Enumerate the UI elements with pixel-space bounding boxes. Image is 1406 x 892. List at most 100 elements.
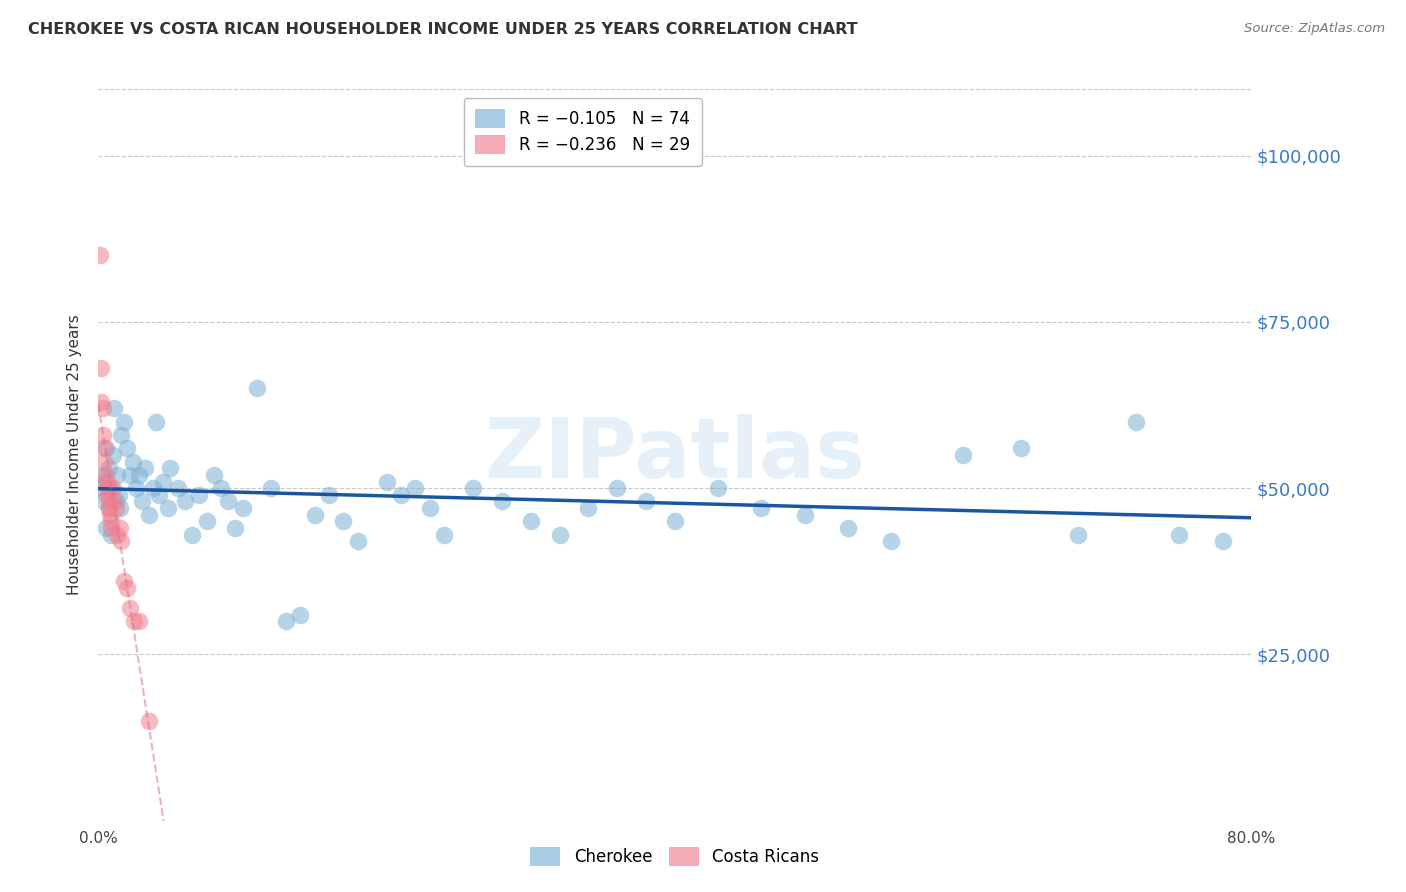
Point: [375, 475, 398, 489]
Text: ZIPatlas: ZIPatlas: [485, 415, 865, 495]
Point: [120, 467, 142, 482]
Point: [104, 501, 127, 516]
Point: [105, 467, 128, 482]
Point: [156, 501, 179, 516]
Point: [97, 501, 120, 516]
Point: [166, 481, 188, 495]
Point: [100, 515, 122, 529]
Point: [101, 481, 124, 495]
Point: [152, 475, 174, 489]
Point: [124, 614, 146, 628]
Point: [260, 481, 283, 495]
Point: [138, 508, 160, 522]
Point: [90, 361, 112, 376]
Point: [112, 415, 135, 429]
Point: [837, 521, 859, 535]
Point: [94, 442, 117, 456]
Point: [707, 481, 730, 495]
Point: [274, 614, 297, 628]
Point: [491, 494, 513, 508]
Point: [89, 248, 111, 262]
Point: [389, 488, 412, 502]
Point: [98, 481, 121, 495]
Point: [90, 481, 112, 495]
Point: [107, 488, 129, 502]
Point: [195, 515, 218, 529]
Point: [142, 481, 165, 495]
Point: [148, 488, 170, 502]
Point: [1168, 527, 1191, 541]
Point: [664, 515, 686, 529]
Point: [110, 428, 132, 442]
Point: [952, 448, 974, 462]
Point: [290, 607, 312, 622]
Point: [122, 454, 145, 468]
Point: [138, 714, 160, 728]
Point: [128, 614, 150, 628]
Point: [96, 475, 118, 489]
Point: [120, 600, 142, 615]
Point: [98, 508, 121, 522]
Point: [90, 394, 112, 409]
Point: [419, 501, 441, 516]
Point: [94, 467, 117, 482]
Point: [91, 467, 114, 482]
Point: [134, 461, 156, 475]
Point: [461, 481, 484, 495]
Point: [793, 508, 815, 522]
Point: [101, 448, 124, 462]
Point: [1067, 527, 1090, 541]
Point: [246, 381, 269, 395]
Point: [97, 461, 120, 475]
Point: [128, 467, 150, 482]
Point: [94, 475, 117, 489]
Point: [217, 494, 239, 508]
Point: [231, 501, 254, 516]
Point: [181, 527, 204, 541]
Point: [880, 534, 903, 549]
Point: [110, 534, 132, 549]
Point: [91, 428, 114, 442]
Point: [405, 481, 427, 495]
Point: [93, 494, 115, 508]
Legend: Cherokee, Costa Ricans: Cherokee, Costa Ricans: [519, 836, 831, 878]
Point: [93, 442, 115, 456]
Point: [94, 521, 117, 535]
Point: [188, 488, 211, 502]
Point: [117, 581, 139, 595]
Point: [112, 574, 135, 589]
Point: [97, 501, 120, 516]
Point: [332, 515, 354, 529]
Point: [433, 527, 456, 541]
Point: [125, 481, 148, 495]
Point: [1125, 415, 1147, 429]
Point: [108, 501, 131, 516]
Point: [1010, 442, 1032, 456]
Point: [174, 494, 197, 508]
Point: [304, 508, 326, 522]
Point: [202, 467, 225, 482]
Point: [100, 521, 122, 535]
Point: [578, 501, 600, 516]
Y-axis label: Householder Income Under 25 years: Householder Income Under 25 years: [67, 315, 83, 595]
Point: [103, 401, 125, 416]
Text: Source: ZipAtlas.com: Source: ZipAtlas.com: [1244, 22, 1385, 36]
Point: [117, 442, 139, 456]
Point: [100, 527, 122, 541]
Point: [96, 488, 118, 502]
Point: [105, 527, 128, 541]
Point: [209, 481, 232, 495]
Point: [98, 481, 121, 495]
Point: [548, 527, 571, 541]
Point: [751, 501, 773, 516]
Point: [93, 454, 115, 468]
Point: [224, 521, 246, 535]
Text: CHEROKEE VS COSTA RICAN HOUSEHOLDER INCOME UNDER 25 YEARS CORRELATION CHART: CHEROKEE VS COSTA RICAN HOUSEHOLDER INCO…: [28, 22, 858, 37]
Point: [131, 494, 153, 508]
Point: [104, 494, 127, 508]
Point: [318, 488, 340, 502]
Point: [96, 481, 118, 495]
Point: [108, 521, 131, 535]
Point: [346, 534, 368, 549]
Point: [159, 461, 181, 475]
